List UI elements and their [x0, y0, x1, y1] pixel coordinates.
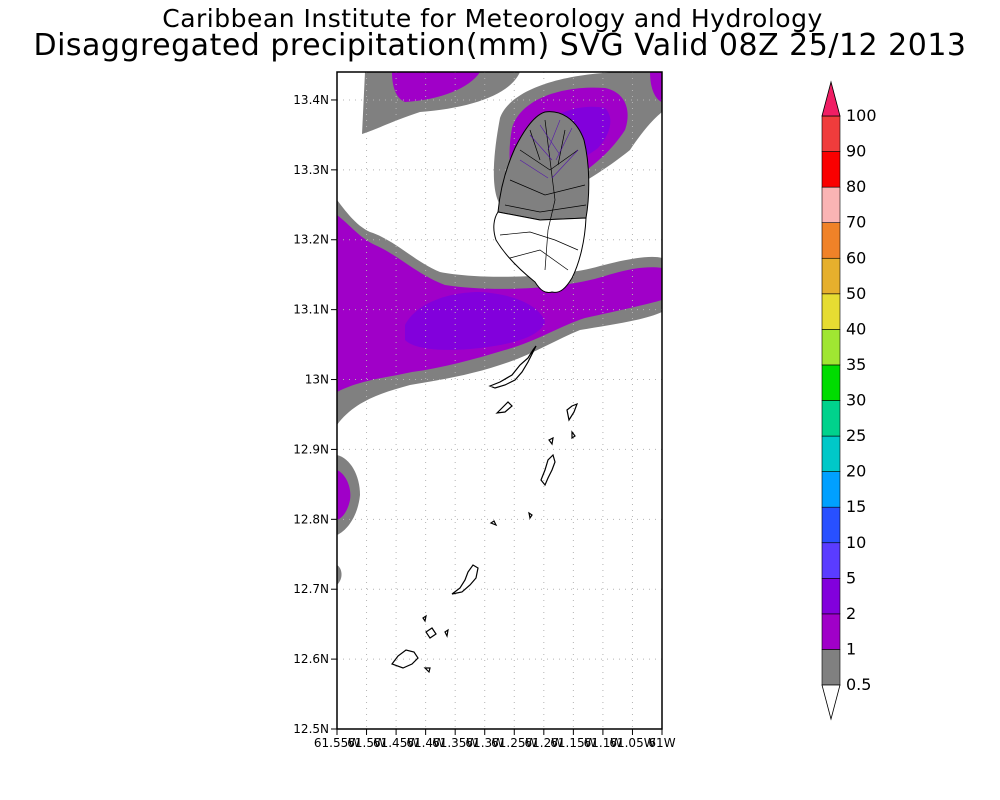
legend-swatch: [821, 115, 841, 152]
lat-tick-label: 13.2N: [293, 233, 329, 247]
legend-swatch: [821, 257, 841, 295]
legend-swatch: [821, 364, 841, 401]
legend-label: 25: [846, 426, 866, 445]
islet: [566, 402, 579, 422]
legend-label: 10: [846, 533, 866, 552]
legend-swatch: [821, 400, 841, 437]
legend-label: 15: [846, 497, 866, 516]
legend-label: 20: [846, 462, 866, 481]
legend-label: 35: [846, 355, 866, 374]
lat-tick-label: 12.5N: [293, 722, 329, 736]
legend-above-arrow: [821, 80, 841, 117]
lat-tick-label: 13N: [305, 373, 329, 387]
islet: [489, 520, 498, 527]
lon-tick-label: 61.35W: [432, 736, 478, 750]
st-vincent-island: [493, 111, 590, 293]
latitude-axis: 13.4N 13.3N 13.2N 13.1N 13N 12.9N 12.8N 12.7N 12…: [293, 93, 337, 736]
legend-label: 0.5: [846, 675, 871, 694]
carriacou-island: [391, 649, 419, 669]
lat-tick-label: 13.4N: [293, 93, 329, 107]
longitude-axis: 61.55W61.5W61.45W61.4W61.35W61.3W61.25W6…: [314, 729, 676, 750]
islet: [571, 430, 576, 440]
lon-tick-label: 61.2W: [525, 736, 564, 750]
precip-area-gray: [337, 565, 342, 585]
legend-label: 5: [846, 568, 856, 587]
islet: [423, 667, 431, 674]
legend-label: 90: [846, 142, 866, 161]
lon-tick-label: 61W: [648, 736, 675, 750]
legend-swatch: [821, 222, 841, 259]
legend-swatch: [821, 542, 841, 579]
grenadines-islands: [391, 345, 579, 674]
legend-label: 70: [846, 213, 866, 232]
union-island: [451, 564, 479, 595]
lon-tick-label: 61.4W: [406, 736, 445, 750]
legend-below-arrow: [821, 684, 841, 721]
chart-subtitle: Disaggregated precipitation(mm) SVG Vali…: [33, 28, 967, 63]
legend-swatch: [821, 613, 841, 650]
legend-label: 100: [846, 106, 877, 125]
legend-label: 2: [846, 604, 856, 623]
legend-swatch: [821, 293, 841, 330]
legend-label: 30: [846, 391, 866, 410]
canouan-island: [540, 453, 556, 487]
legend-swatch: [821, 578, 841, 615]
legend-swatch: [821, 151, 841, 188]
lon-tick-label: 61.55W: [314, 736, 360, 750]
islet: [425, 627, 437, 639]
lat-tick-label: 13.3N: [293, 163, 329, 177]
legend-label: 80: [846, 177, 866, 196]
precip-area-purple: [392, 72, 480, 102]
legend-swatch: [821, 649, 841, 686]
mustique-island: [495, 401, 513, 414]
chart-title: Caribbean Institute for Meteorology and …: [162, 4, 823, 33]
legend-label: 40: [846, 319, 866, 338]
lat-tick-label: 12.8N: [293, 512, 329, 526]
bequia-island: [488, 345, 537, 389]
precip-area-purple: [650, 72, 662, 102]
lat-tick-label: 12.9N: [293, 442, 329, 456]
map-frame: [336, 71, 663, 730]
legend-swatch: [821, 329, 841, 366]
legend-swatch: [821, 186, 841, 223]
lon-tick-label: 61.05W: [609, 736, 655, 750]
map-gridlines: [337, 72, 662, 729]
precip-area-violet: [405, 292, 545, 350]
lat-tick-label: 12.7N: [293, 582, 329, 596]
lon-tick-label: 61.3W: [465, 736, 504, 750]
lon-tick-label: 61.15W: [550, 736, 596, 750]
islet: [422, 614, 427, 623]
legend-label: 50: [846, 284, 866, 303]
lon-tick-label: 61.1W: [584, 736, 623, 750]
lon-tick-label: 61.45W: [373, 736, 419, 750]
legend-swatch: [821, 471, 841, 508]
islet: [528, 511, 533, 520]
lat-tick-label: 12.6N: [293, 652, 329, 666]
legend-label: 1: [846, 639, 856, 658]
legend-swatch: [821, 435, 841, 472]
islet: [444, 628, 449, 638]
legend-label: 60: [846, 248, 866, 267]
st-vincent-south: [493, 211, 587, 293]
lon-tick-label: 61.5W: [347, 736, 386, 750]
legend-swatch: [821, 506, 841, 544]
precip-area-purple: [337, 470, 351, 520]
islet: [548, 436, 554, 446]
lat-tick-label: 13.1N: [293, 303, 329, 317]
lon-tick-label: 61.25W: [491, 736, 537, 750]
